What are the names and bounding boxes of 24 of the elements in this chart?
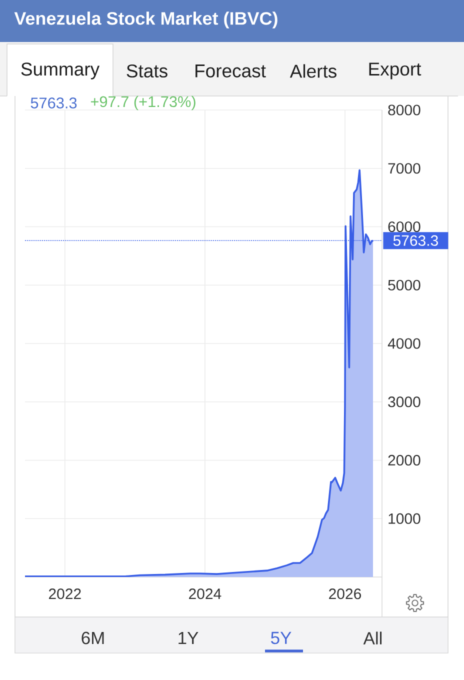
annotation: +97.7 (+1.73%) <box>90 96 196 110</box>
text: Export <box>369 62 422 80</box>
x-tick-label: 2026 <box>329 588 362 600</box>
text: 1Y <box>178 632 198 644</box>
text: Forecast <box>196 64 266 78</box>
text: 5763.3 <box>30 98 77 108</box>
y-tick-label: 7000 <box>388 163 420 174</box>
y-tick-label: 4000 <box>388 338 420 349</box>
text: 6M <box>82 632 104 644</box>
text: All <box>363 632 382 644</box>
x-tick-label: 2022 <box>48 588 81 600</box>
text: Stats <box>126 64 168 78</box>
y-tick-label: 5000 <box>388 280 420 290</box>
text: Alerts <box>290 64 336 78</box>
ref-line-label: 5763.3 <box>393 235 438 246</box>
y-tick-label: 6000 <box>388 221 420 232</box>
chart-title: Venezuela Stock Market (IBVC) <box>14 12 278 28</box>
x-tick-label: 2024 <box>189 588 222 600</box>
y-tick-label: 2000 <box>388 454 420 466</box>
text: Summary <box>21 62 100 80</box>
y-tick-label: 3000 <box>388 396 420 408</box>
y-tick-label: 8000 <box>388 104 420 116</box>
y-tick-label: 1000 <box>388 513 420 524</box>
text: 5Y <box>271 632 292 644</box>
